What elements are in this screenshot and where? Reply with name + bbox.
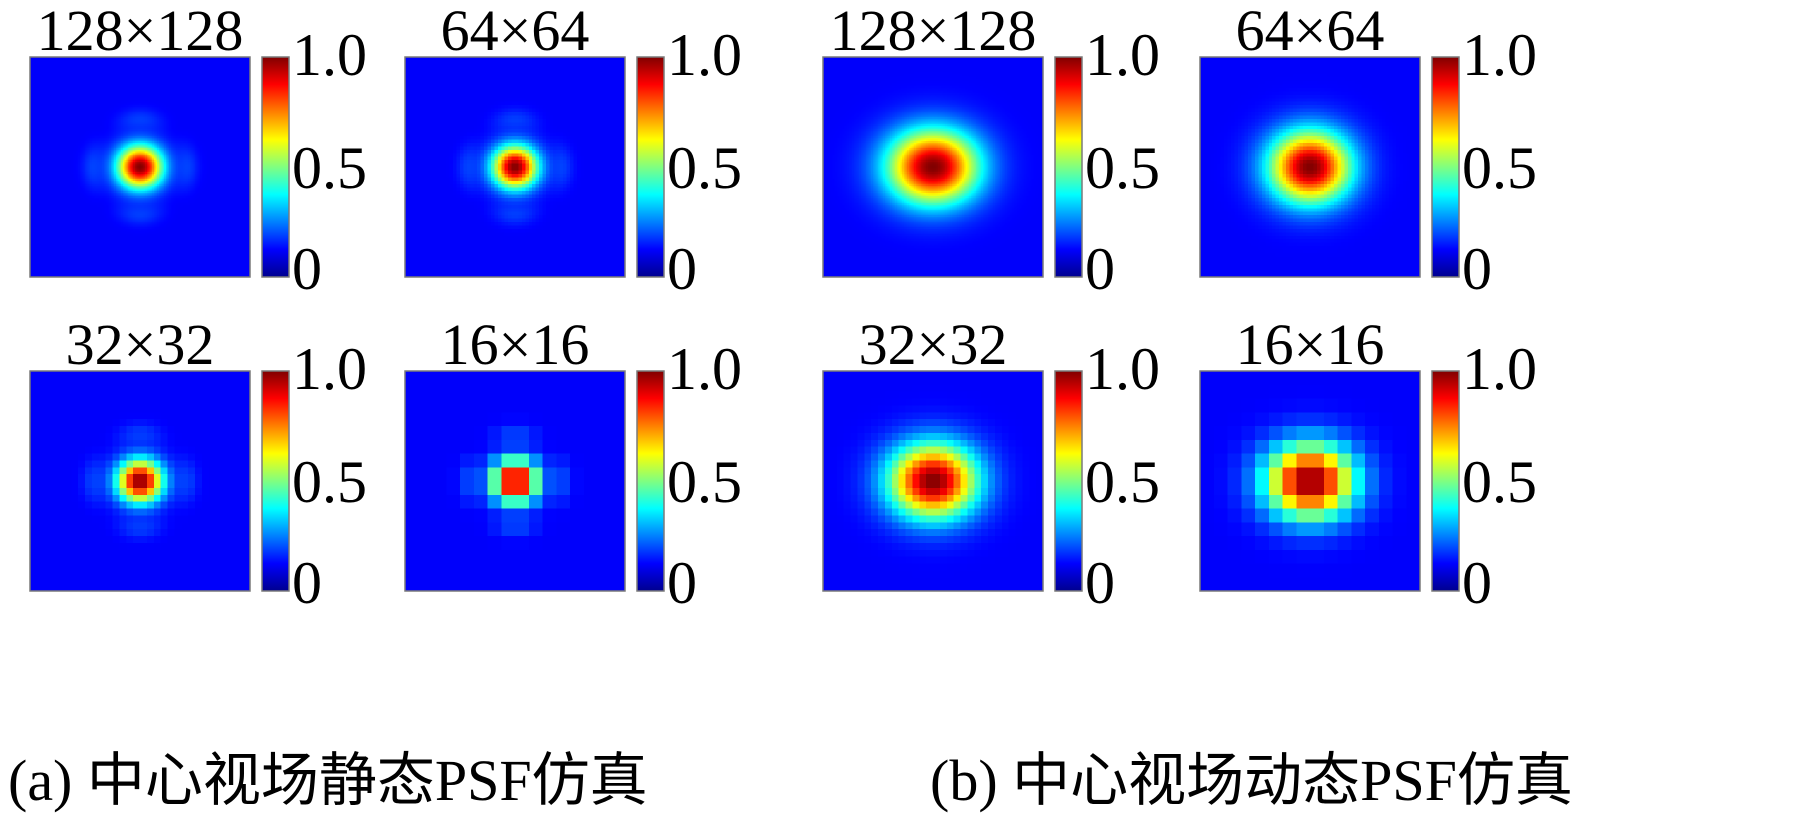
panel-title: 128×128 <box>830 0 1037 63</box>
psf-panel-a-16: 16×16 1.0 0.5 0 <box>404 312 742 616</box>
psf-panel-a-128: 128×128 1.0 0.5 0 <box>29 0 367 302</box>
colorbar-tick-label: 1.0 <box>667 336 742 402</box>
colorbar-tick-label: 0 <box>667 236 697 302</box>
heatmap-frame <box>822 370 1044 592</box>
psf-heatmap <box>405 57 625 277</box>
colorbar-tick-label: 0 <box>667 550 697 616</box>
caption-b: (b) 中心视场动态PSF仿真 <box>930 748 1573 813</box>
colorbar-tick-label: 0.5 <box>667 135 742 201</box>
colorbar <box>1054 370 1083 592</box>
colorbar-tick-label: 0.5 <box>1085 449 1160 515</box>
panel-title: 64×64 <box>441 0 590 63</box>
colorbar-tick-label: 0 <box>292 550 322 616</box>
psf-panel-b-32: 32×32 1.0 0.5 0 <box>822 312 1160 616</box>
psf-heatmap <box>30 371 250 591</box>
colorbar <box>1431 56 1460 278</box>
psf-heatmap <box>823 371 1043 591</box>
panel-title: 32×32 <box>859 312 1008 377</box>
heatmap-frame <box>1199 370 1421 592</box>
heatmap-frame <box>404 56 626 278</box>
colorbar <box>261 370 290 592</box>
heatmap-frame <box>822 56 1044 278</box>
panel-title: 128×128 <box>37 0 244 63</box>
psf-heatmap <box>1200 57 1420 277</box>
psf-panel-b-16: 16×16 1.0 0.5 0 <box>1199 312 1537 616</box>
psf-panel-b-64: 64×64 1.0 0.5 0 <box>1199 0 1537 302</box>
colorbar-tick-label: 1.0 <box>1462 336 1537 402</box>
panel-title: 16×16 <box>1236 312 1385 377</box>
colorbar-tick-label: 1.0 <box>667 22 742 88</box>
psf-panel-a-32: 32×32 1.0 0.5 0 <box>29 312 367 616</box>
colorbar <box>261 56 290 278</box>
colorbar-tick-label: 0.5 <box>1085 135 1160 201</box>
colorbar <box>636 370 665 592</box>
psf-heatmap <box>405 371 625 591</box>
caption-a: (a) 中心视场静态PSF仿真 <box>8 748 648 813</box>
colorbar-tick-label: 0 <box>1462 550 1492 616</box>
psf-panel-a-64: 64×64 1.0 0.5 0 <box>404 0 742 302</box>
colorbar-tick-label: 0.5 <box>667 449 742 515</box>
psf-heatmap <box>1200 371 1420 591</box>
panel-title: 64×64 <box>1236 0 1385 63</box>
colorbar-tick-label: 0.5 <box>292 135 367 201</box>
psf-panel-b-128: 128×128 1.0 0.5 0 <box>822 0 1160 302</box>
colorbar-tick-label: 1.0 <box>292 22 367 88</box>
colorbar-tick-label: 0 <box>1085 550 1115 616</box>
heatmap-frame <box>404 370 626 592</box>
colorbar-tick-label: 0.5 <box>1462 135 1537 201</box>
colorbar-tick-label: 1.0 <box>1085 22 1160 88</box>
colorbar-tick-label: 1.0 <box>292 336 367 402</box>
colorbar <box>1431 370 1460 592</box>
colorbar-tick-label: 1.0 <box>1462 22 1537 88</box>
heatmap-frame <box>29 370 251 592</box>
colorbar-tick-label: 0.5 <box>1462 449 1537 515</box>
psf-heatmap <box>823 57 1043 277</box>
heatmap-frame <box>29 56 251 278</box>
colorbar <box>1054 56 1083 278</box>
colorbar-tick-label: 0 <box>1462 236 1492 302</box>
panel-title: 16×16 <box>441 312 590 377</box>
heatmap-frame <box>1199 56 1421 278</box>
colorbar-tick-label: 0 <box>292 236 322 302</box>
panel-title: 32×32 <box>66 312 215 377</box>
colorbar-tick-label: 1.0 <box>1085 336 1160 402</box>
colorbar-tick-label: 0 <box>1085 236 1115 302</box>
psf-heatmap <box>30 57 250 277</box>
colorbar <box>636 56 665 278</box>
colorbar-tick-label: 0.5 <box>292 449 367 515</box>
